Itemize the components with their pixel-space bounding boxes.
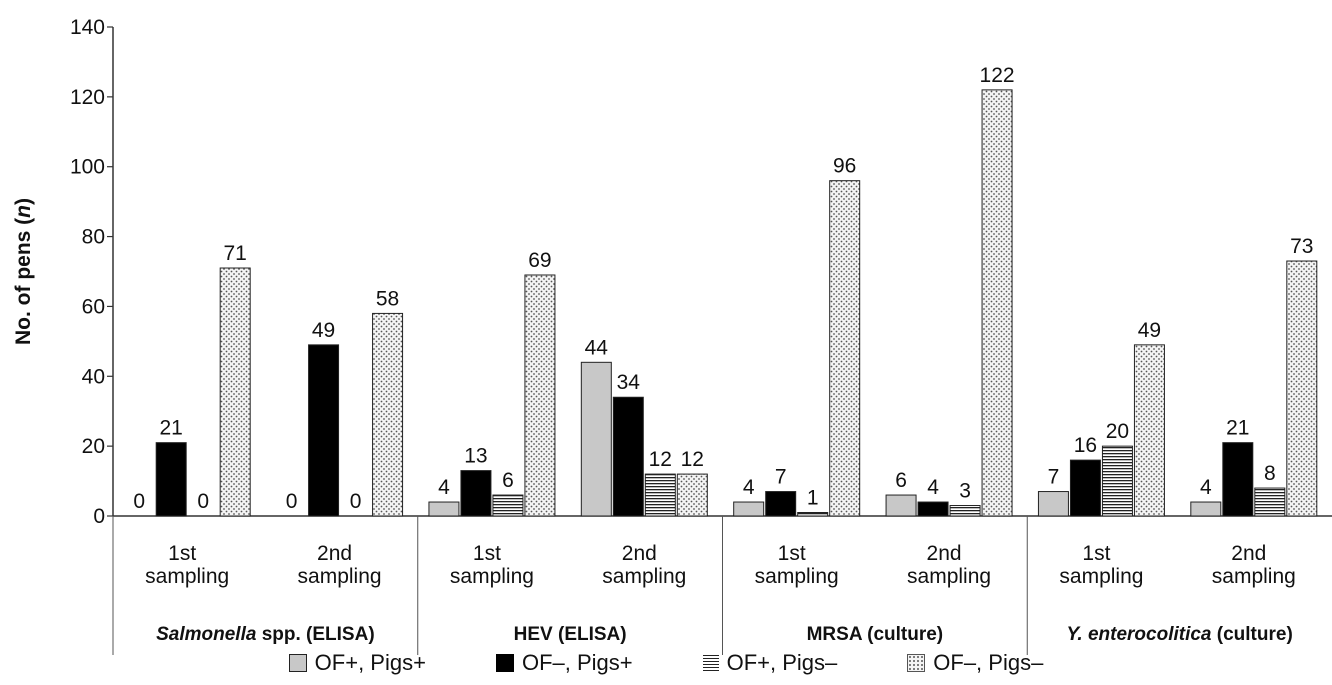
y-tick-label: 140 [70,16,105,39]
bar-value-label: 21 [160,417,183,440]
bar-value-label: 0 [286,490,298,513]
bar [981,89,1013,517]
bar [1037,491,1069,517]
bar-value-label: 8 [1264,462,1276,485]
bar [1101,445,1133,517]
bar-value-label: 4 [1200,476,1212,499]
bar-value-label: 6 [895,469,907,492]
category-label: 2nd sampling [907,542,991,588]
bar-value-label: 4 [438,476,450,499]
bar [676,473,708,517]
bar-value-label: 13 [464,445,487,468]
bar-value-label: 4 [743,476,755,499]
bar [829,180,861,517]
bar-value-label: 49 [312,319,335,342]
bar [644,473,676,517]
y-tick-label: 60 [82,295,105,318]
bar-value-label: 96 [833,155,856,178]
bar [219,267,251,517]
category-label: 1st sampling [755,542,839,588]
y-tick-label: 120 [70,86,105,109]
bars [155,89,1318,517]
category-label: 1st sampling [1059,542,1143,588]
bar [733,501,765,517]
bar [1190,501,1222,517]
legend-label: OF–, Pigs– [933,650,1044,675]
bar [949,505,981,517]
y-tick-label: 0 [93,505,105,528]
category-label: 2nd sampling [298,542,382,588]
bar-value-label: 1 [807,487,819,510]
category-label: 2nd sampling [602,542,686,588]
bar-value-label: 6 [502,469,514,492]
bar [1069,459,1101,517]
bar [1254,487,1286,517]
y-tick-label: 20 [82,435,105,458]
category-label: 1st sampling [450,542,534,588]
bar-value-label: 0 [350,490,362,513]
category-label: 1st sampling [145,542,229,588]
bar-value-label: 44 [585,336,609,359]
bar-value-label: 4 [927,476,939,499]
bar [885,494,917,517]
legend-item: OF–, Pigs– [907,650,1043,676]
bar-value-label: 12 [681,448,704,471]
bar-value-label: 21 [1226,417,1249,440]
bar [524,274,556,517]
bar [1222,442,1254,517]
bar [492,494,524,517]
bar [765,491,797,517]
legend-item: OF–, Pigs+ [495,650,633,676]
bar [1286,260,1318,517]
y-tick-label: 40 [82,365,105,388]
legend-swatch [907,654,926,672]
legend-item: OF+, Pigs+ [288,650,426,676]
bar [308,344,340,517]
bar [580,361,612,517]
bar [797,512,829,517]
y-tick-label: 80 [82,226,105,249]
legend-item: OF+, Pigs– [702,650,838,676]
group-label: MRSA (culture) [807,624,944,645]
bar-value-label: 49 [1138,319,1161,342]
bar-value-label: 34 [617,371,641,394]
bar-value-label: 7 [1048,466,1060,489]
bar [917,501,949,517]
bar [1133,344,1165,517]
group-label: Y. enterocolitica (culture) [1066,624,1292,645]
bar [460,470,492,517]
bar-value-label: 71 [224,242,247,265]
group-label: Salmonella spp. (ELISA) [156,624,375,645]
bar [372,312,404,517]
bar [155,442,187,517]
bar-value-label: 69 [528,249,551,272]
legend-swatch [702,655,719,671]
legend-label: OF+, Pigs+ [314,650,426,675]
bar-value-label: 122 [980,64,1015,87]
legend-label: OF–, Pigs+ [521,650,633,675]
legend: OF+, Pigs+ OF–, Pigs+ OF+, Pigs– OF–, Pigs– [0,645,1332,681]
bar-value-label: 58 [376,287,399,310]
group-label: HEV (ELISA) [514,624,627,645]
bar-value-label: 0 [133,490,145,513]
y-axis-title: No. of pens (n) [12,198,35,345]
legend-label: OF+, Pigs– [726,650,838,675]
bar-value-label: 73 [1290,235,1313,258]
legend-swatch [288,654,307,672]
bar-value-label: 0 [197,490,209,513]
bar-value-label: 16 [1074,434,1097,457]
bar-value-label: 12 [649,448,672,471]
bar-value-label: 20 [1106,420,1129,443]
bar [612,396,644,517]
category-label: 2nd sampling [1212,542,1296,588]
bar [428,501,460,517]
y-tick-label: 100 [70,156,105,179]
legend-swatch [495,654,514,672]
bar-value-label: 7 [775,466,787,489]
bar-value-label: 3 [959,480,971,503]
